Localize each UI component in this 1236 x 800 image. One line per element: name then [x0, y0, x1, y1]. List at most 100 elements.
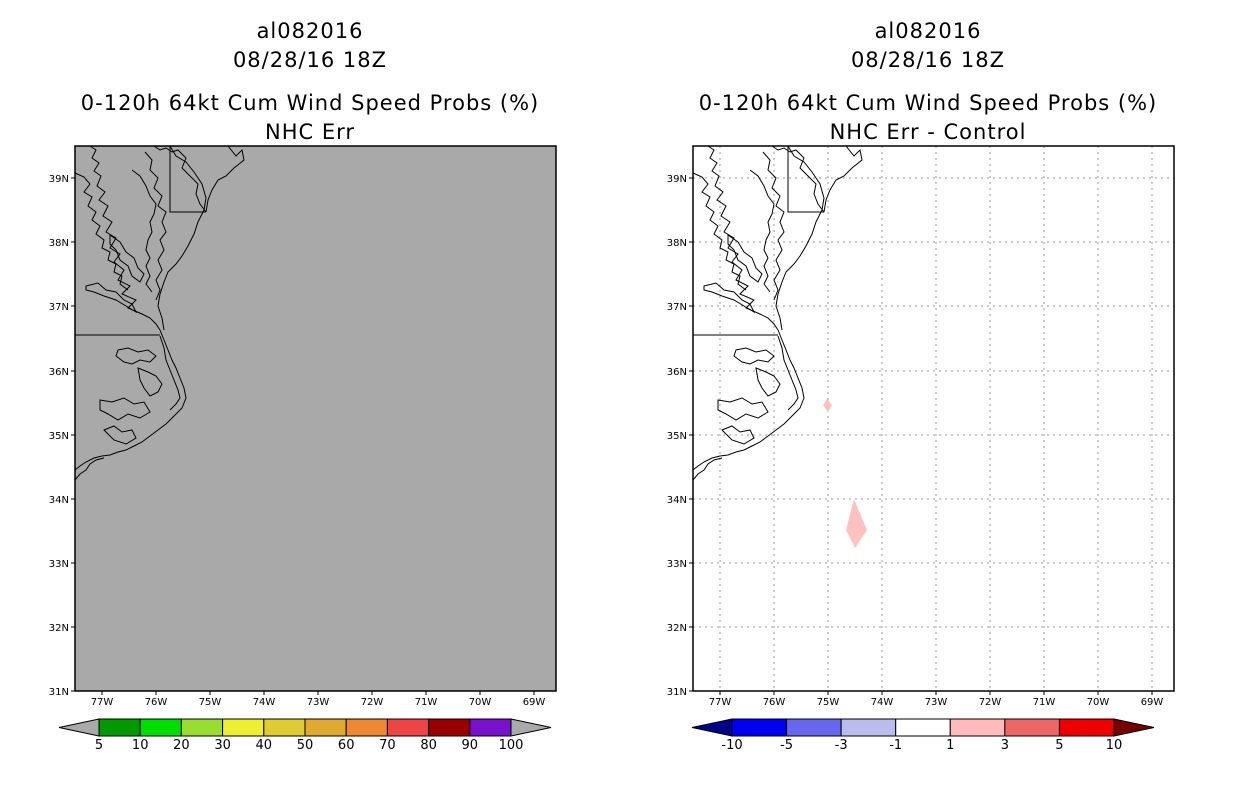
left-colorbar-label: 50	[297, 738, 314, 753]
left-colorbar-swatch	[386, 718, 430, 737]
left-map: 39N 38N 37N 36N 35N 34N 33N 32N 31N 77W 76W 75W 74W…	[49, 145, 557, 708]
right-colorbar-swatch	[786, 718, 842, 737]
left-storm-id: al082016	[256, 19, 364, 43]
left-colorbar-swatch	[263, 718, 306, 737]
right-colorbar-swatch	[1058, 718, 1115, 737]
left-colorbar-over-arrow	[510, 718, 552, 737]
right-colorbar-swatch	[731, 718, 788, 737]
right-lat-label: 31N	[667, 687, 687, 698]
right-lon-label: 69W	[1141, 697, 1164, 708]
right-datetime: 08/28/16 18Z	[850, 48, 1006, 72]
left-colorbar-swatch	[222, 718, 265, 737]
left-colorbar-swatch	[469, 718, 512, 737]
right-colorbar-label: -1	[889, 738, 902, 753]
left-probability-field	[75, 146, 556, 691]
right-latitude-axis: 39N 38N 37N 36N 35N 34N 33N 32N 31N	[667, 174, 693, 698]
left-lon-label: 76W	[145, 697, 168, 708]
left-latitude-axis: 39N 38N 37N 36N 35N 34N 33N 32N 31N	[49, 174, 75, 698]
right-lon-label: 74W	[871, 697, 894, 708]
right-lat-label: 32N	[667, 623, 687, 634]
right-colorbar-over-arrow	[1113, 718, 1155, 737]
right-lat-label: 34N	[667, 495, 687, 506]
left-colorbar-swatch	[180, 718, 224, 737]
right-difference-field	[693, 146, 1174, 691]
left-colorbar-under-arrow	[58, 718, 100, 737]
left-colorbar-label: 90	[462, 738, 479, 753]
left-lat-label: 35N	[49, 431, 69, 442]
right-gridlines	[693, 146, 1174, 691]
left-colorbar-label: 10	[132, 738, 149, 753]
right-colorbar: -10 -5 -3 -1 1 3 5 10	[691, 718, 1155, 753]
right-lat-label: 35N	[667, 431, 687, 442]
right-colorbar-under-arrow	[691, 718, 733, 737]
left-colorbar-label: 40	[256, 738, 273, 753]
left-colorbar-swatch	[304, 718, 347, 737]
left-lat-label: 37N	[49, 302, 69, 313]
left-lon-label: 69W	[523, 697, 546, 708]
left-colorbar-swatch	[428, 718, 471, 737]
left-lon-label: 77W	[91, 697, 114, 708]
right-colorbar-label: -5	[780, 738, 793, 753]
left-lat-label: 34N	[49, 495, 69, 506]
right-lat-label: 36N	[667, 367, 687, 378]
left-colorbar-label: 20	[173, 738, 190, 753]
right-lon-label: 75W	[817, 697, 840, 708]
right-subtitle: NHC Err - Control	[829, 120, 1027, 144]
left-colorbar-swatch	[139, 718, 182, 737]
left-lat-label: 32N	[49, 623, 69, 634]
left-longitude-axis: 77W 76W 75W 74W 73W 72W 71W 70W 69W	[91, 691, 546, 708]
left-lon-label: 71W	[415, 697, 438, 708]
right-lon-label: 71W	[1033, 697, 1056, 708]
right-colorbar-swatch	[840, 718, 897, 737]
left-map-frame	[74, 145, 557, 692]
left-colorbar-label: 100	[499, 738, 524, 753]
left-colorbar-label: 80	[420, 738, 437, 753]
right-lat-label: 39N	[667, 174, 687, 185]
left-colorbar-label: 30	[214, 738, 231, 753]
right-colorbar-swatch	[895, 718, 951, 737]
left-lat-label: 39N	[49, 174, 69, 185]
right-colorbar-label: 3	[1001, 738, 1009, 753]
right-colorbar-swatch	[949, 718, 1006, 737]
left-subtitle: NHC Err	[264, 120, 355, 144]
right-colorbar-label: 5	[1055, 738, 1063, 753]
left-colorbar-label: 70	[379, 738, 396, 753]
right-lon-label: 73W	[925, 697, 948, 708]
right-colorbar-label: 10	[1106, 738, 1123, 753]
right-lon-label: 77W	[709, 697, 732, 708]
left-product-title: 0-120h 64kt Cum Wind Speed Probs (%)	[80, 91, 540, 115]
right-lon-label: 70W	[1087, 697, 1110, 708]
left-lon-label: 72W	[361, 697, 384, 708]
left-lon-label: 73W	[307, 697, 330, 708]
right-product-title: 0-120h 64kt Cum Wind Speed Probs (%)	[698, 91, 1158, 115]
right-lat-label: 33N	[667, 559, 687, 570]
left-datetime: 08/28/16 18Z	[232, 48, 388, 72]
left-colorbar-label: 60	[338, 738, 355, 753]
left-colorbar-swatch	[345, 718, 388, 737]
left-lon-label: 74W	[253, 697, 276, 708]
right-colorbar-label: -10	[721, 738, 742, 753]
left-colorbar: 5 10 20 30 40 50 60 70 80 90 100	[58, 718, 552, 753]
right-colorbar-label: -3	[835, 738, 848, 753]
left-lat-label: 38N	[49, 238, 69, 249]
right-map: 39N 38N 37N 36N 35N 34N 33N 32N 31N 77W 76W 75W 74W…	[667, 145, 1175, 708]
right-lon-label: 76W	[763, 697, 786, 708]
right-lon-label: 72W	[979, 697, 1002, 708]
right-lat-label: 37N	[667, 302, 687, 313]
right-colorbar-swatch	[1004, 718, 1060, 737]
left-lon-label: 75W	[199, 697, 222, 708]
right-lat-label: 38N	[667, 238, 687, 249]
left-lon-label: 70W	[469, 697, 492, 708]
right-map-frame	[692, 145, 1175, 692]
right-storm-id: al082016	[874, 19, 982, 43]
left-lat-label: 31N	[49, 687, 69, 698]
right-colorbar-label: 1	[946, 738, 954, 753]
left-lat-label: 36N	[49, 367, 69, 378]
left-lat-label: 33N	[49, 559, 69, 570]
left-colorbar-swatch	[98, 718, 141, 737]
right-anomaly-large	[846, 499, 867, 548]
right-anomaly-small	[823, 399, 832, 412]
left-colorbar-label: 5	[95, 738, 103, 753]
right-longitude-axis: 77W 76W 75W 74W 73W 72W 71W 70W 69W	[709, 691, 1164, 708]
